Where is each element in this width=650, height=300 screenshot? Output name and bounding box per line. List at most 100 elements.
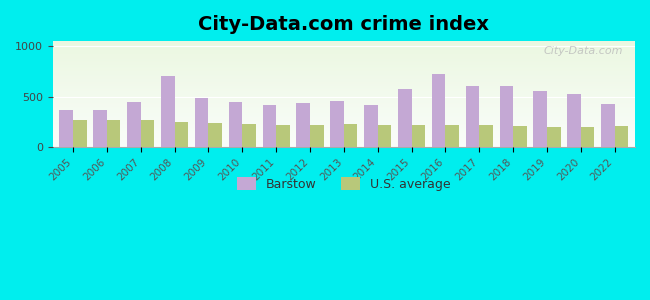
Bar [53,87,635,88]
Bar [53,47,635,48]
Bar [175,122,188,147]
Bar [127,102,141,147]
Bar [53,144,635,145]
Bar [53,82,635,83]
Bar [53,57,635,58]
Bar [53,75,635,76]
Bar [53,132,635,133]
Bar [53,90,635,91]
Bar [107,120,120,147]
Bar [53,79,635,80]
Bar [615,126,629,147]
Bar [53,69,635,70]
Bar [53,129,635,130]
Bar [53,44,635,45]
Bar [53,42,635,43]
Bar [53,66,635,67]
Bar [263,105,276,147]
Bar [53,122,635,123]
Bar [53,64,635,65]
Bar [53,53,635,54]
Bar [53,72,635,73]
Bar [53,81,635,82]
Bar [53,65,635,66]
Bar [53,101,635,102]
Bar [567,94,581,147]
Bar [53,67,635,68]
Bar [53,56,635,57]
Bar [53,100,635,101]
Bar [53,99,635,100]
Bar [53,119,635,120]
Bar [53,48,635,49]
Bar [53,84,635,85]
Legend: Barstow, U.S. average: Barstow, U.S. average [232,172,456,196]
Bar [398,88,411,147]
Bar [53,134,635,135]
Bar [229,102,242,147]
Bar [53,46,635,47]
Bar [53,98,635,99]
Bar [53,83,635,84]
Bar [53,136,635,137]
Bar [73,120,86,147]
Bar [53,92,635,93]
Bar [53,80,635,81]
Bar [53,133,635,134]
Bar [53,128,635,129]
Bar [479,125,493,147]
Bar [242,124,256,147]
Bar [53,123,635,124]
Bar [53,61,635,62]
Bar [276,125,290,147]
Bar [53,95,635,96]
Bar [330,101,344,147]
Bar [581,128,594,147]
Bar [513,126,526,147]
Bar [53,59,635,60]
Bar [53,97,635,98]
Bar [378,125,391,147]
Bar [60,110,73,147]
Bar [364,105,378,147]
Bar [53,78,635,79]
Bar [534,91,547,147]
Bar [53,124,635,125]
Bar [53,135,635,136]
Bar [53,71,635,72]
Bar [53,70,635,71]
Bar [53,116,635,117]
Bar [53,50,635,51]
Bar [432,74,445,147]
Bar [53,76,635,77]
Bar [53,142,635,143]
Bar [53,58,635,59]
Title: City-Data.com crime index: City-Data.com crime index [198,15,489,34]
Bar [53,88,635,89]
Bar [53,106,635,107]
Bar [53,126,635,127]
Bar [53,103,635,104]
Bar [53,52,635,53]
Bar [500,85,513,147]
Bar [53,118,635,119]
Bar [53,143,635,144]
Bar [53,130,635,131]
Bar [161,76,175,147]
Bar [53,111,635,112]
Bar [53,60,635,61]
Bar [53,86,635,87]
Bar [53,137,635,138]
Bar [53,114,635,115]
Bar [53,62,635,63]
Bar [53,93,635,94]
Bar [53,49,635,50]
Bar [53,105,635,106]
Bar [53,85,635,86]
Bar [53,41,635,42]
Bar [53,55,635,56]
Bar [53,43,635,44]
Bar [296,103,310,147]
Bar [53,140,635,141]
Bar [445,125,459,147]
